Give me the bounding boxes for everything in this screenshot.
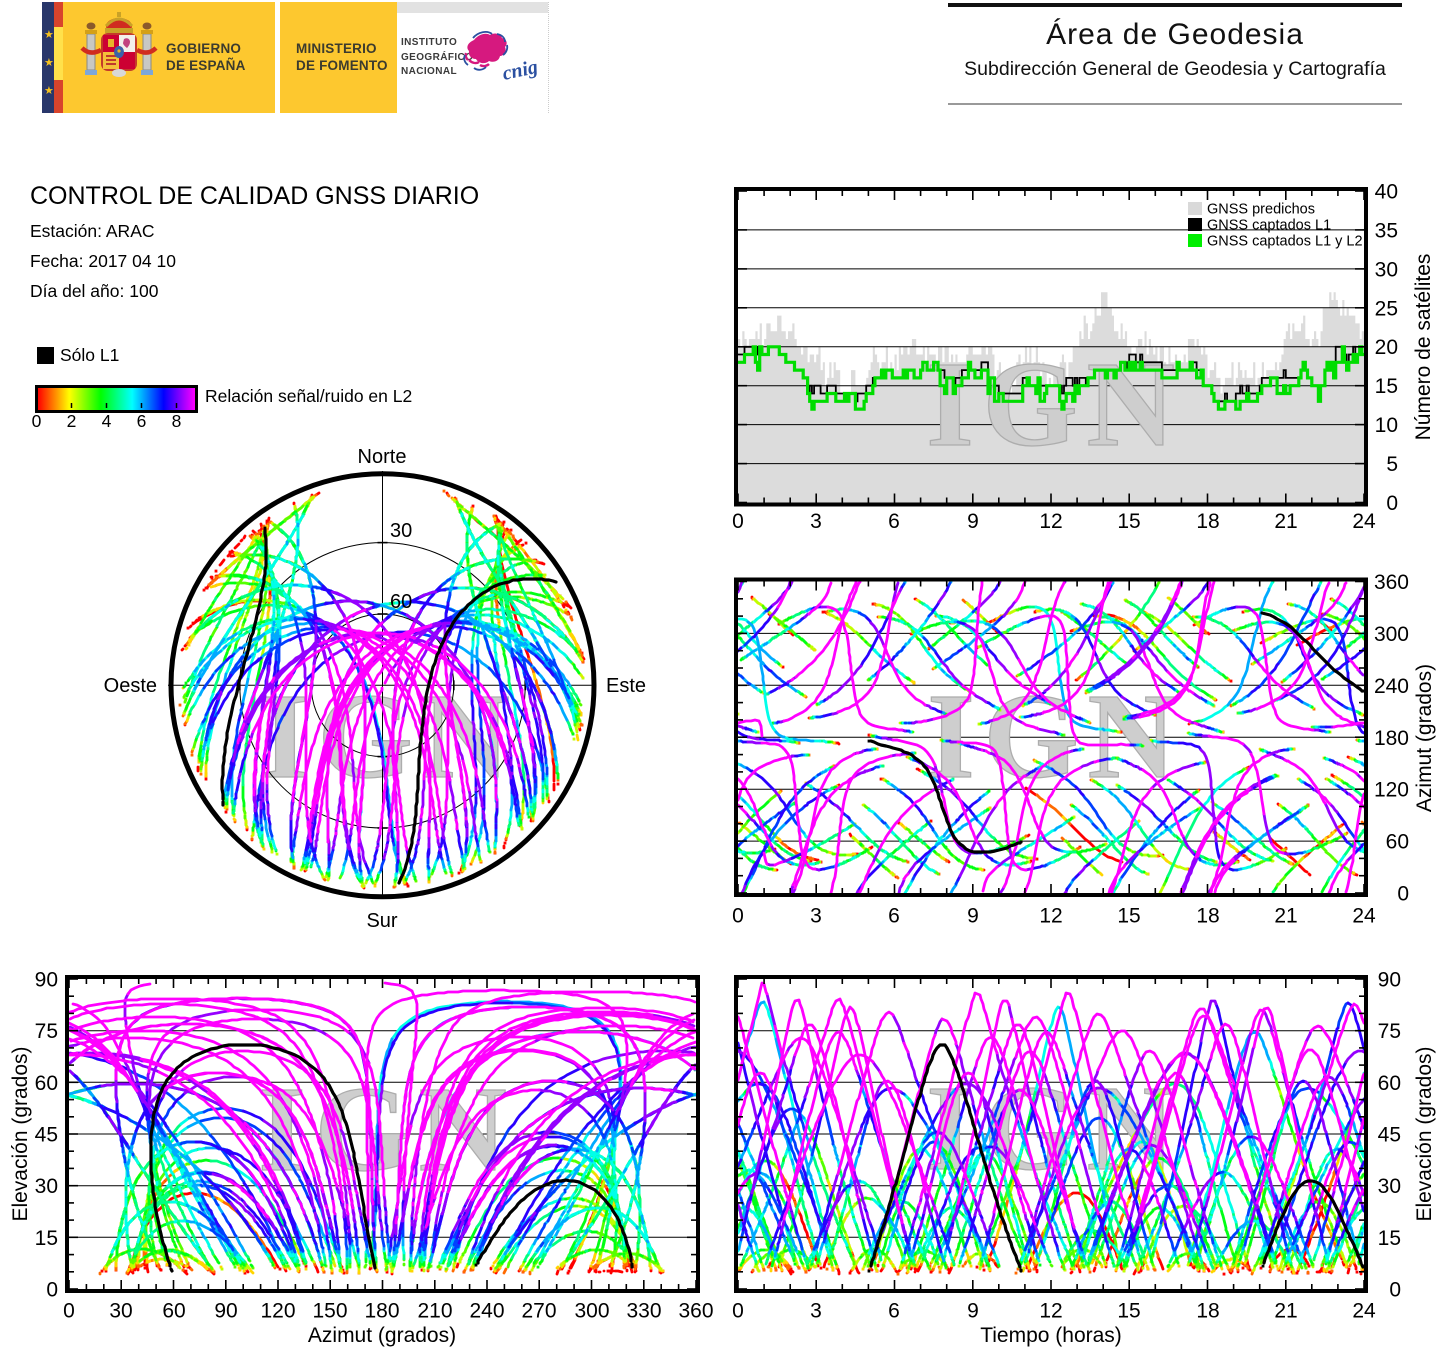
svg-text:12: 12 [1039, 1300, 1062, 1323]
svg-text:Azimut (grados): Azimut (grados) [308, 1324, 456, 1347]
svg-text:21: 21 [1274, 510, 1297, 533]
svg-text:210: 210 [417, 1300, 452, 1323]
svg-text:0: 0 [46, 1279, 58, 1302]
svg-text:9: 9 [967, 510, 979, 533]
svg-text:Sur: Sur [366, 910, 397, 932]
svg-text:21: 21 [1274, 1300, 1297, 1323]
svg-text:0: 0 [1397, 883, 1409, 906]
svg-text:75: 75 [1378, 1020, 1401, 1043]
svg-text:12: 12 [1039, 905, 1062, 928]
svg-text:90: 90 [35, 969, 58, 992]
svg-text:5: 5 [1386, 453, 1398, 476]
svg-text:15: 15 [1117, 510, 1140, 533]
svg-text:30: 30 [109, 1300, 132, 1323]
svg-text:300: 300 [1374, 623, 1409, 646]
svg-text:60: 60 [162, 1300, 185, 1323]
svg-text:45: 45 [1378, 1124, 1401, 1147]
svg-text:40: 40 [1375, 181, 1398, 204]
svg-text:0: 0 [1386, 492, 1398, 515]
svg-text:45: 45 [35, 1124, 58, 1147]
svg-text:15: 15 [1375, 375, 1398, 398]
svg-text:18: 18 [1196, 905, 1219, 928]
svg-text:120: 120 [1374, 779, 1409, 802]
svg-text:3: 3 [810, 905, 822, 928]
svg-text:Elevación (grados): Elevación (grados) [9, 1046, 32, 1221]
svg-text:24: 24 [1352, 905, 1376, 928]
svg-text:150: 150 [312, 1300, 347, 1323]
svg-text:18: 18 [1196, 1300, 1219, 1323]
svg-text:0: 0 [732, 905, 744, 928]
svg-text:30: 30 [35, 1175, 58, 1198]
svg-text:0: 0 [732, 1300, 744, 1323]
svg-text:0: 0 [63, 1300, 75, 1323]
svg-text:120: 120 [260, 1300, 295, 1323]
svg-text:6: 6 [888, 1300, 900, 1323]
svg-text:90: 90 [214, 1300, 237, 1323]
svg-text:30: 30 [1378, 1175, 1401, 1198]
svg-text:25: 25 [1375, 297, 1398, 320]
svg-text:180: 180 [1374, 727, 1409, 750]
svg-text:300: 300 [574, 1300, 609, 1323]
svg-text:15: 15 [35, 1227, 58, 1250]
svg-text:6: 6 [888, 905, 900, 928]
svg-text:0: 0 [732, 510, 744, 533]
svg-text:30: 30 [1375, 258, 1398, 281]
svg-text:15: 15 [1117, 905, 1140, 928]
svg-text:9: 9 [967, 1300, 979, 1323]
svg-text:60: 60 [1386, 831, 1409, 854]
svg-text:GNSS captados L1 y L2: GNSS captados L1 y L2 [1207, 234, 1363, 250]
svg-text:GNSS predichos: GNSS predichos [1207, 202, 1315, 218]
svg-text:60: 60 [1378, 1072, 1401, 1095]
svg-text:20: 20 [1375, 336, 1398, 359]
svg-text:240: 240 [1374, 675, 1409, 698]
svg-text:75: 75 [35, 1020, 58, 1043]
svg-text:35: 35 [1375, 219, 1398, 242]
svg-text:60: 60 [390, 591, 412, 613]
svg-text:IGN: IGN [926, 337, 1183, 472]
svg-text:24: 24 [1352, 1300, 1376, 1323]
svg-text:360: 360 [1374, 571, 1409, 594]
svg-text:Elevación (grados): Elevación (grados) [1413, 1046, 1436, 1221]
svg-text:15: 15 [1117, 1300, 1140, 1323]
svg-text:21: 21 [1274, 905, 1297, 928]
svg-text:12: 12 [1039, 510, 1062, 533]
svg-text:Este: Este [606, 675, 646, 697]
svg-text:270: 270 [521, 1300, 556, 1323]
svg-text:60: 60 [35, 1072, 58, 1095]
svg-text:240: 240 [469, 1300, 504, 1323]
svg-text:15: 15 [1378, 1227, 1401, 1250]
svg-text:180: 180 [364, 1300, 399, 1323]
svg-text:GNSS captados L1: GNSS captados L1 [1207, 218, 1331, 234]
svg-text:30: 30 [390, 520, 412, 542]
svg-text:Tiempo (horas): Tiempo (horas) [980, 1324, 1122, 1347]
svg-text:Oeste: Oeste [104, 675, 157, 697]
svg-text:18: 18 [1196, 510, 1219, 533]
svg-text:Azimut (grados): Azimut (grados) [1413, 664, 1436, 812]
svg-text:6: 6 [888, 510, 900, 533]
svg-text:24: 24 [1352, 510, 1376, 533]
svg-text:330: 330 [626, 1300, 661, 1323]
svg-text:9: 9 [967, 905, 979, 928]
svg-text:360: 360 [678, 1300, 713, 1323]
svg-text:Número de satélites: Número de satélites [1412, 254, 1435, 441]
svg-text:10: 10 [1375, 414, 1398, 437]
svg-text:3: 3 [810, 510, 822, 533]
svg-text:0: 0 [1389, 1279, 1401, 1302]
svg-text:90: 90 [1378, 969, 1401, 992]
svg-text:Norte: Norte [358, 446, 407, 468]
svg-text:3: 3 [810, 1300, 822, 1323]
